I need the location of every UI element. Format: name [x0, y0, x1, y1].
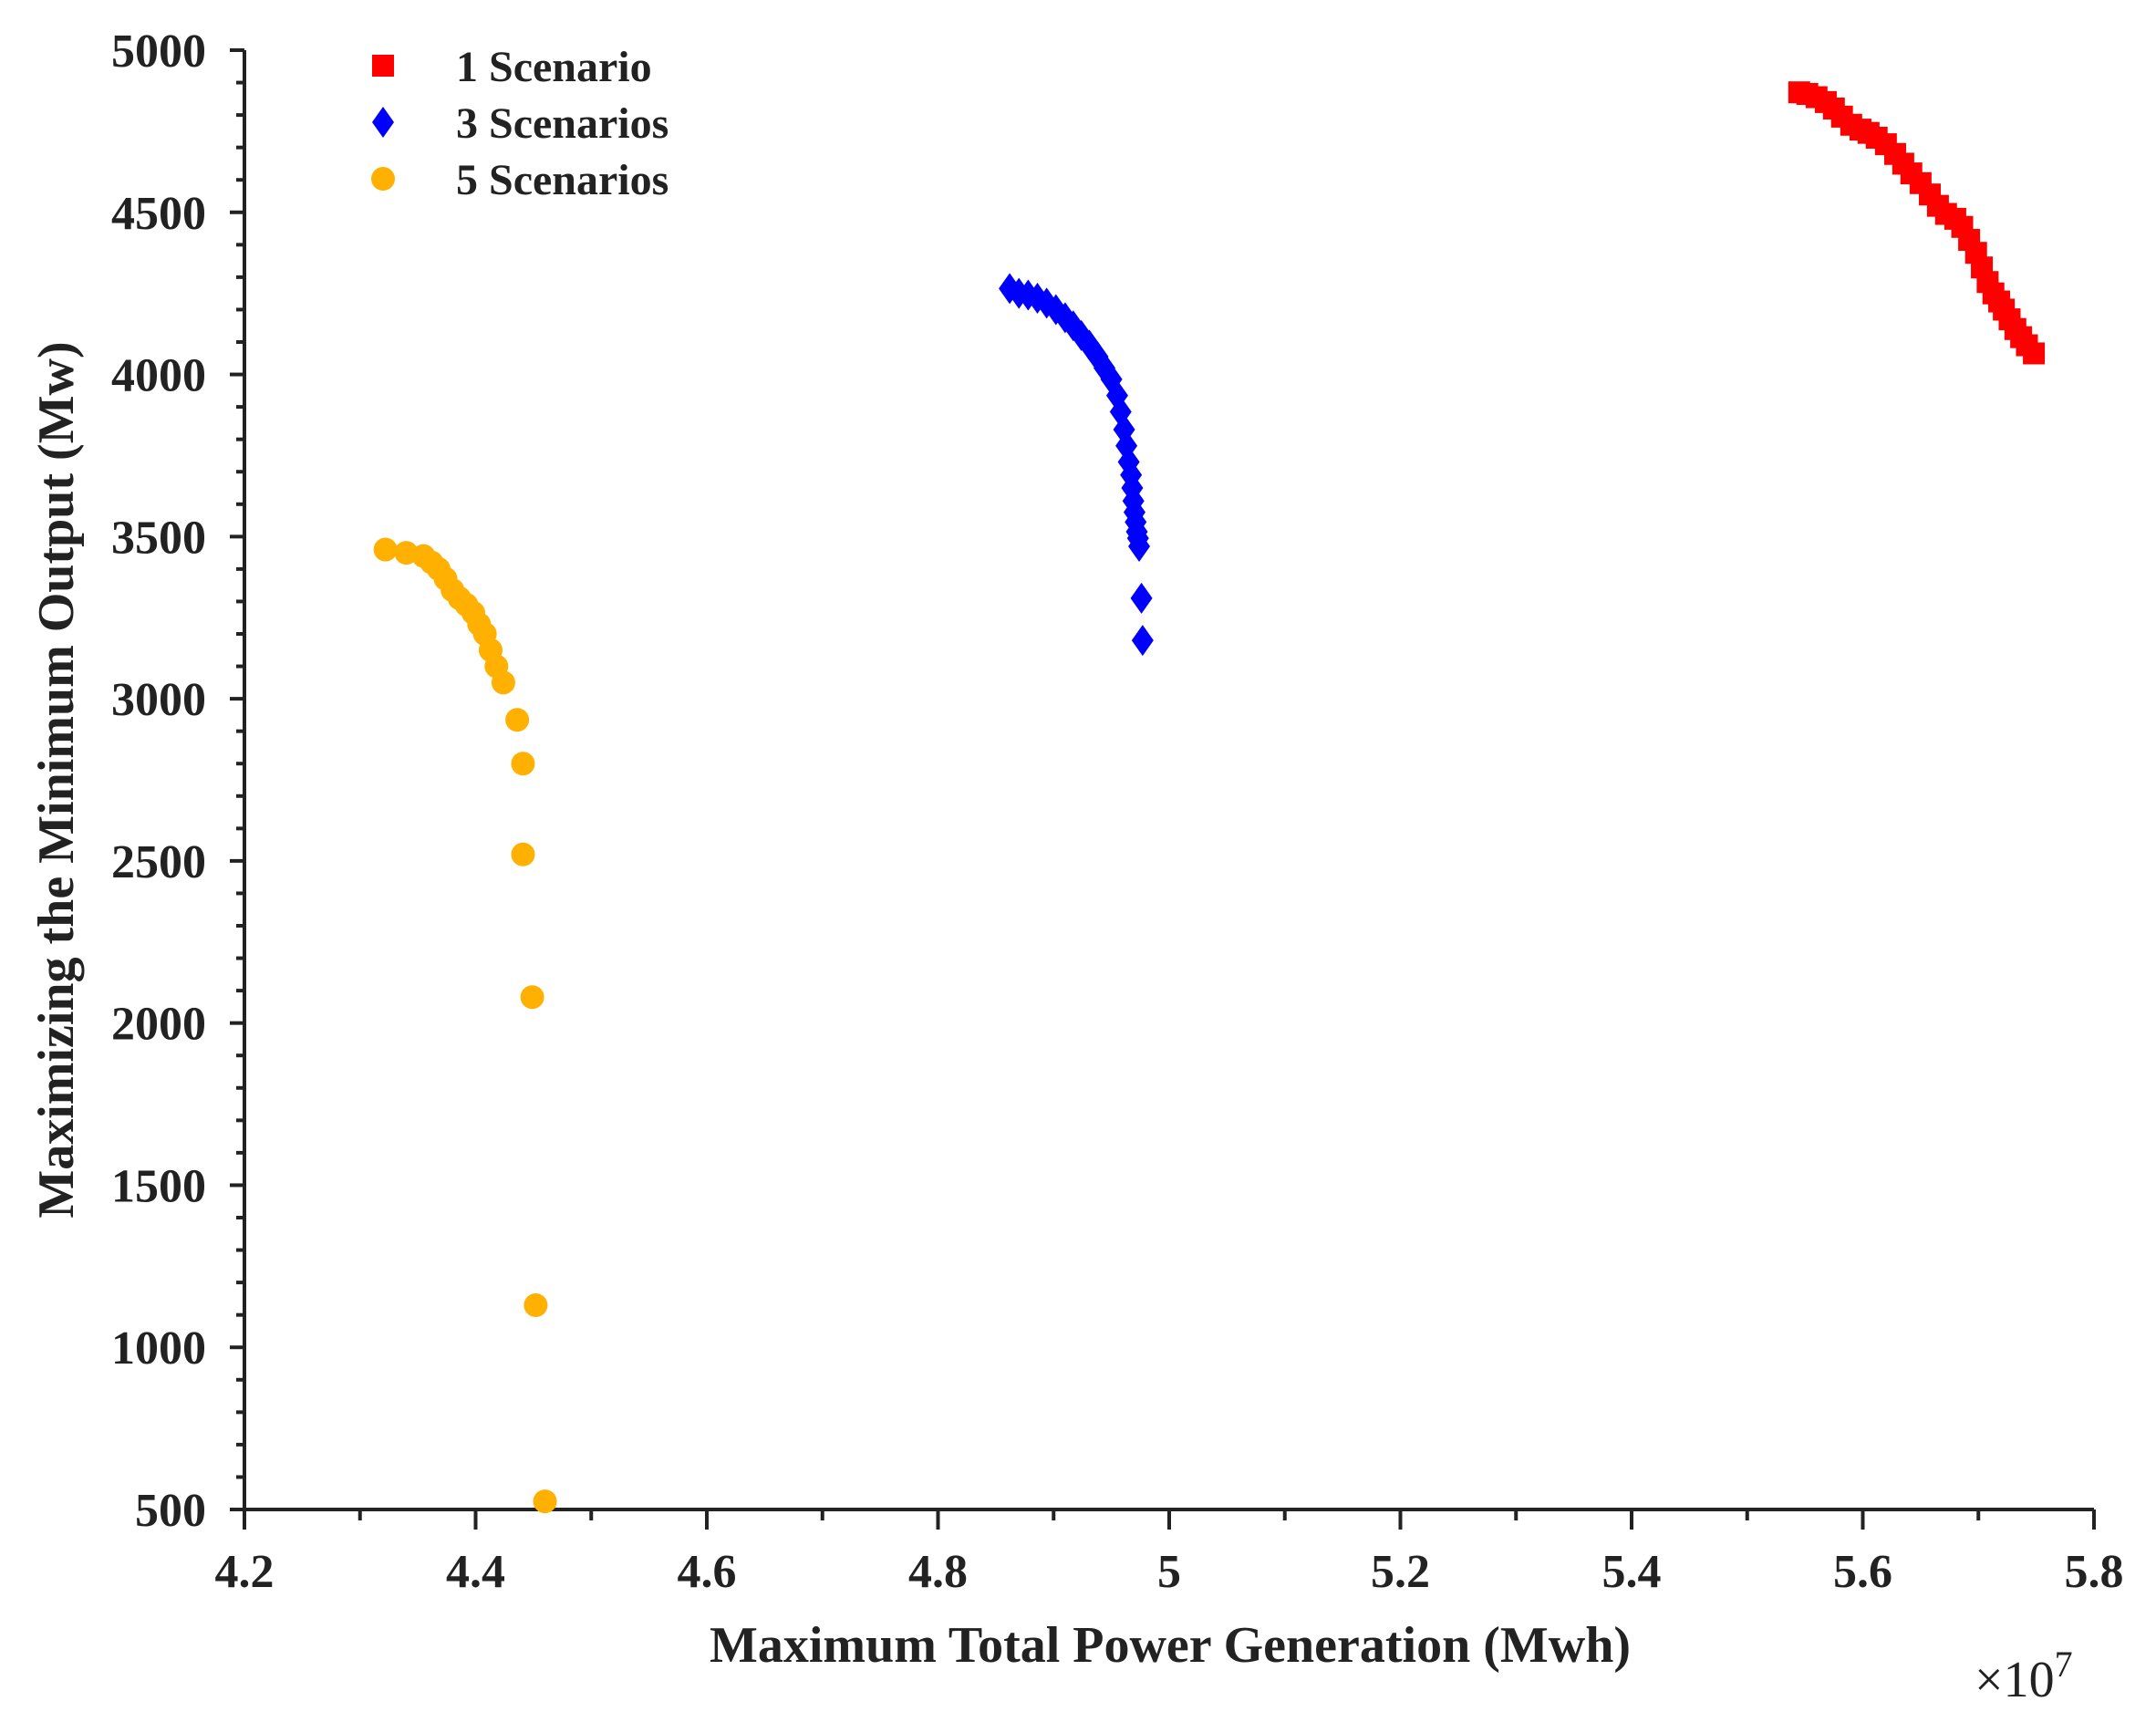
data-point	[1128, 531, 1151, 562]
data-point	[511, 752, 535, 776]
y-tick-label: 3000	[111, 674, 206, 726]
data-point	[373, 537, 398, 562]
y-tick-label: 2500	[111, 836, 206, 888]
data-point	[523, 1293, 548, 1317]
data-point	[1130, 582, 1153, 614]
legend-marker-3-scenarios	[372, 107, 394, 138]
x-tick-label: 5.8	[2065, 1546, 2124, 1598]
x-tick-label: 5.2	[1371, 1546, 1430, 1598]
series-1-scenario	[1788, 81, 2046, 365]
legend-label-1-scenario: 1 Scenario	[456, 43, 652, 91]
data-point	[533, 1489, 557, 1514]
y-tick-label: 3500	[111, 512, 206, 564]
y-tick-label: 5000	[111, 26, 206, 78]
axes	[243, 50, 2094, 1511]
legend-label-5-scenarios: 5 Scenarios	[456, 156, 669, 204]
x-tick-label: 4.2	[215, 1546, 275, 1598]
legend-marker-1-scenario	[372, 55, 394, 77]
x-tick-label: 4.6	[678, 1546, 737, 1598]
x-tick-label: 4.8	[908, 1546, 968, 1598]
x-tick-label: 5	[1157, 1546, 1181, 1598]
series-5-scenarios	[373, 537, 557, 1514]
x-tick-label: 5.6	[1833, 1546, 1892, 1598]
data-point	[1131, 625, 1154, 657]
x-axis-title: Maximum Total Power Generation (Mwh)	[710, 1617, 1631, 1674]
data-point	[2023, 342, 2046, 365]
legend-label-3-scenarios: 3 Scenarios	[456, 99, 669, 148]
data-point	[520, 985, 544, 1010]
tick-marks	[230, 48, 2096, 1530]
y-tick-label: 4500	[111, 188, 206, 240]
data-point	[491, 670, 515, 695]
x-tick-label: 5.4	[1602, 1546, 1662, 1598]
y-tick-label: 4000	[111, 350, 206, 402]
data-point	[505, 708, 530, 732]
x-axis-multiplier: ×107	[1975, 1644, 2073, 1708]
y-tick-label: 1000	[111, 1323, 206, 1374]
legend-marker-5-scenarios	[371, 167, 395, 191]
x-axis-multiplier-base: ×10	[1975, 1652, 2055, 1708]
series-3-scenarios	[999, 273, 1154, 657]
y-tick-label: 500	[135, 1485, 206, 1537]
x-axis-multiplier-exponent: 7	[2055, 1644, 2073, 1685]
data-marks	[373, 81, 2046, 1514]
y-tick-label: 1500	[111, 1160, 206, 1212]
legend: 1 Scenario 3 Scenarios 5 Scenarios	[371, 43, 669, 204]
tick-labels: 4.2 4.4 4.6 4.8 5 5.2 5.4 5.6 5.8 500 1000 1500 2000…	[111, 26, 2124, 1598]
data-point	[511, 842, 535, 866]
x-tick-label: 4.4	[446, 1546, 505, 1598]
y-axis-title: Maximizing the Minimum Output (Mw)	[28, 341, 85, 1218]
y-tick-label: 2000	[111, 999, 206, 1051]
